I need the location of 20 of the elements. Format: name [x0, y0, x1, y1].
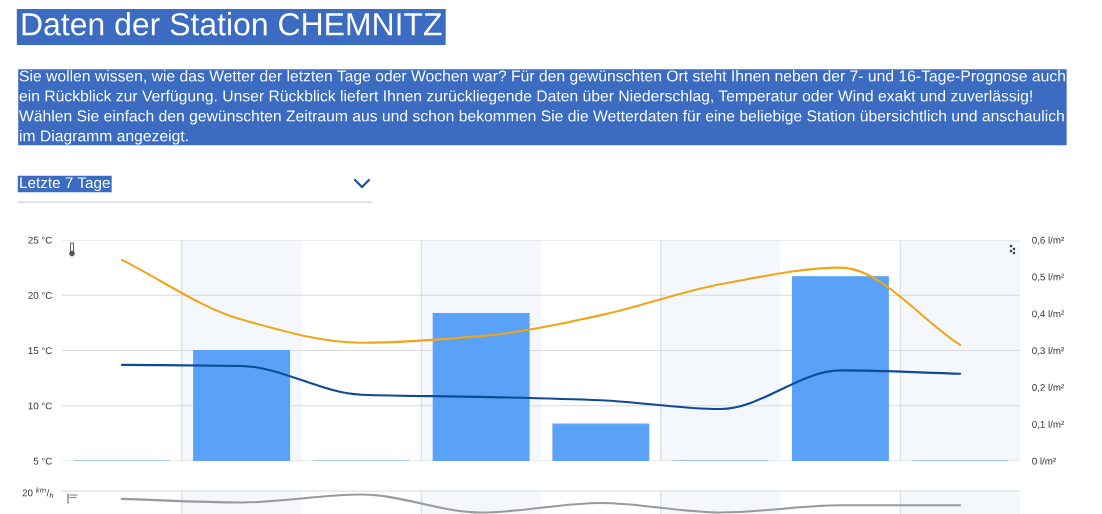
y-tick-label: 10 °C	[28, 402, 52, 410]
text: Letzte 7 Tage	[20, 177, 110, 192]
line-series	[120, 363, 962, 411]
y2-tick-label: 0 l/m²	[1032, 457, 1056, 465]
y2-tick-label: 0,2 l/m²	[1032, 383, 1065, 393]
y2-tick-label: 0,3 l/m²	[1032, 346, 1065, 356]
y2-tick-label: 0,1 l/m²	[1032, 420, 1065, 429]
y2-tick-label: 0,6 l/m²	[1032, 236, 1065, 245]
bar	[552, 423, 650, 461]
bar	[791, 276, 889, 461]
y2-tick-label: 0,5 l/m²	[1032, 273, 1065, 282]
y-tick-label: 15 °C	[28, 347, 52, 355]
y-tick-label: 20 °C	[28, 291, 52, 299]
y-tick-label: 5 °C	[33, 457, 52, 465]
y-tick-label: 25 °C	[28, 236, 52, 244]
chart-title: Daten der Station CHEMNITZ	[22, 12, 442, 36]
y2-tick-label: 0,4 l/m²	[1032, 310, 1065, 319]
line-series	[120, 258, 962, 347]
text: 20 $^{km}$/$_{h}$	[22, 487, 54, 498]
chart-subtitle: Sie wollen wissen, wie das Wetter der letzten Tage oder Wochen war? Für den gewünschten Ort steht Ihnen neben der 7- und 16-Tage-Prognose auch ein Rückblick zur Verfügung. Unser Rückblick liefert Ihnen zurückliegende Daten über Niederschlag, Temperatur oder Wind exakt und zuverlässig! Wählen Sie einfach den gewünschten Zeitraum aus und schon bekommen Sie die Wetterdaten für eine beliebige Station übersichtlich und anschaulich im Diagramm angezeigt.	[19, 70, 1065, 145]
